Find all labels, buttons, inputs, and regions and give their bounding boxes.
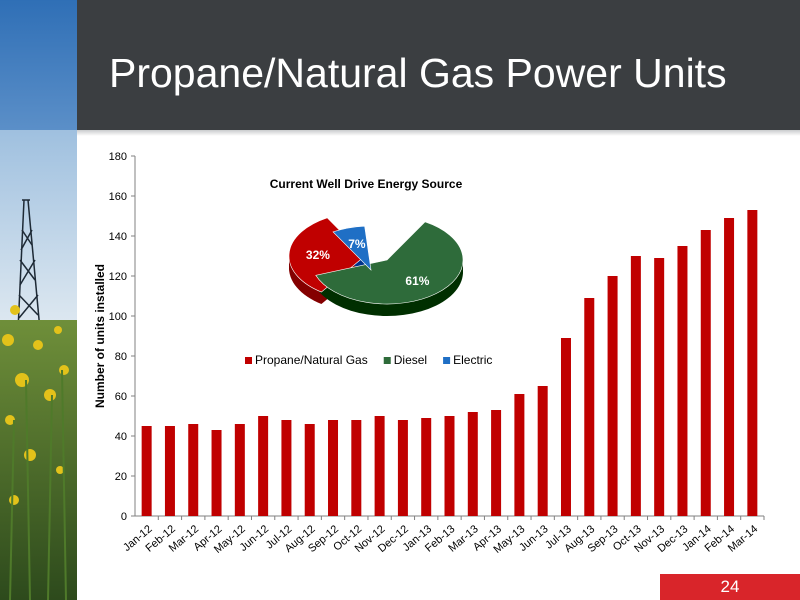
pie-slice (332, 225, 372, 271)
bar (188, 424, 199, 516)
y-tick-label: 160 (109, 191, 127, 203)
units-chart: 0 20 40 60 80 100 120 140 160 180 Number of units … (93, 151, 765, 556)
legend-swatch (443, 357, 451, 364)
legend-label: Propane/Natural Gas (255, 353, 368, 367)
y-tick-label: 60 (115, 391, 127, 403)
pie-data-label: 61% (405, 274, 429, 288)
bar (234, 424, 245, 516)
y-tick-label: 100 (109, 311, 127, 323)
legend-swatch (245, 357, 252, 364)
y-tick-label: 120 (109, 271, 127, 283)
y-tick-label: 0 (121, 511, 127, 523)
slide-header: Propane/Natural Gas Power Units (77, 0, 800, 130)
pie-slice (288, 217, 366, 293)
slide-title: Propane/Natural Gas Power Units (109, 50, 727, 96)
y-tick-label: 40 (115, 431, 127, 443)
bar (258, 416, 269, 516)
bar (421, 418, 432, 516)
bar (164, 426, 175, 516)
pie-title: Current Well Drive Energy Source (270, 177, 463, 191)
legend-label: Diesel (394, 353, 427, 367)
page-number: 24 (660, 574, 800, 600)
legend-swatch (383, 357, 391, 364)
pie-data-label: 7% (348, 237, 366, 251)
y-tick-label: 180 (109, 151, 127, 163)
bar (491, 410, 502, 516)
y-tick-label: 140 (109, 231, 127, 243)
bar (607, 276, 618, 516)
bar (514, 394, 525, 516)
pie-data-label: 32% (306, 248, 330, 262)
bar (560, 338, 571, 516)
bar (467, 412, 478, 516)
bar (397, 420, 408, 516)
photo-strip (0, 0, 77, 600)
y-axis-label: Number of units installed (93, 264, 107, 408)
bar (584, 298, 595, 516)
bar (747, 210, 758, 516)
y-tick-label: 20 (115, 471, 127, 483)
header-divider (77, 130, 800, 136)
bar (724, 218, 735, 516)
pie-slice (315, 221, 464, 305)
bar (374, 416, 385, 516)
y-tick-label: 80 (115, 351, 127, 363)
bar (351, 420, 362, 516)
bar (328, 420, 339, 516)
chart-area: 0 20 40 60 80 100 120 140 160 180 Number of units … (77, 136, 777, 581)
bar (654, 258, 665, 516)
bar (630, 256, 641, 516)
bar (141, 426, 152, 516)
bar (700, 230, 711, 516)
oil-rig-field-photo (0, 0, 77, 600)
bar (444, 416, 455, 516)
bar (211, 430, 222, 516)
legend-label: Electric (453, 353, 492, 367)
bar (281, 420, 292, 516)
bar (537, 386, 548, 516)
bar (304, 424, 315, 516)
bar (677, 246, 688, 516)
